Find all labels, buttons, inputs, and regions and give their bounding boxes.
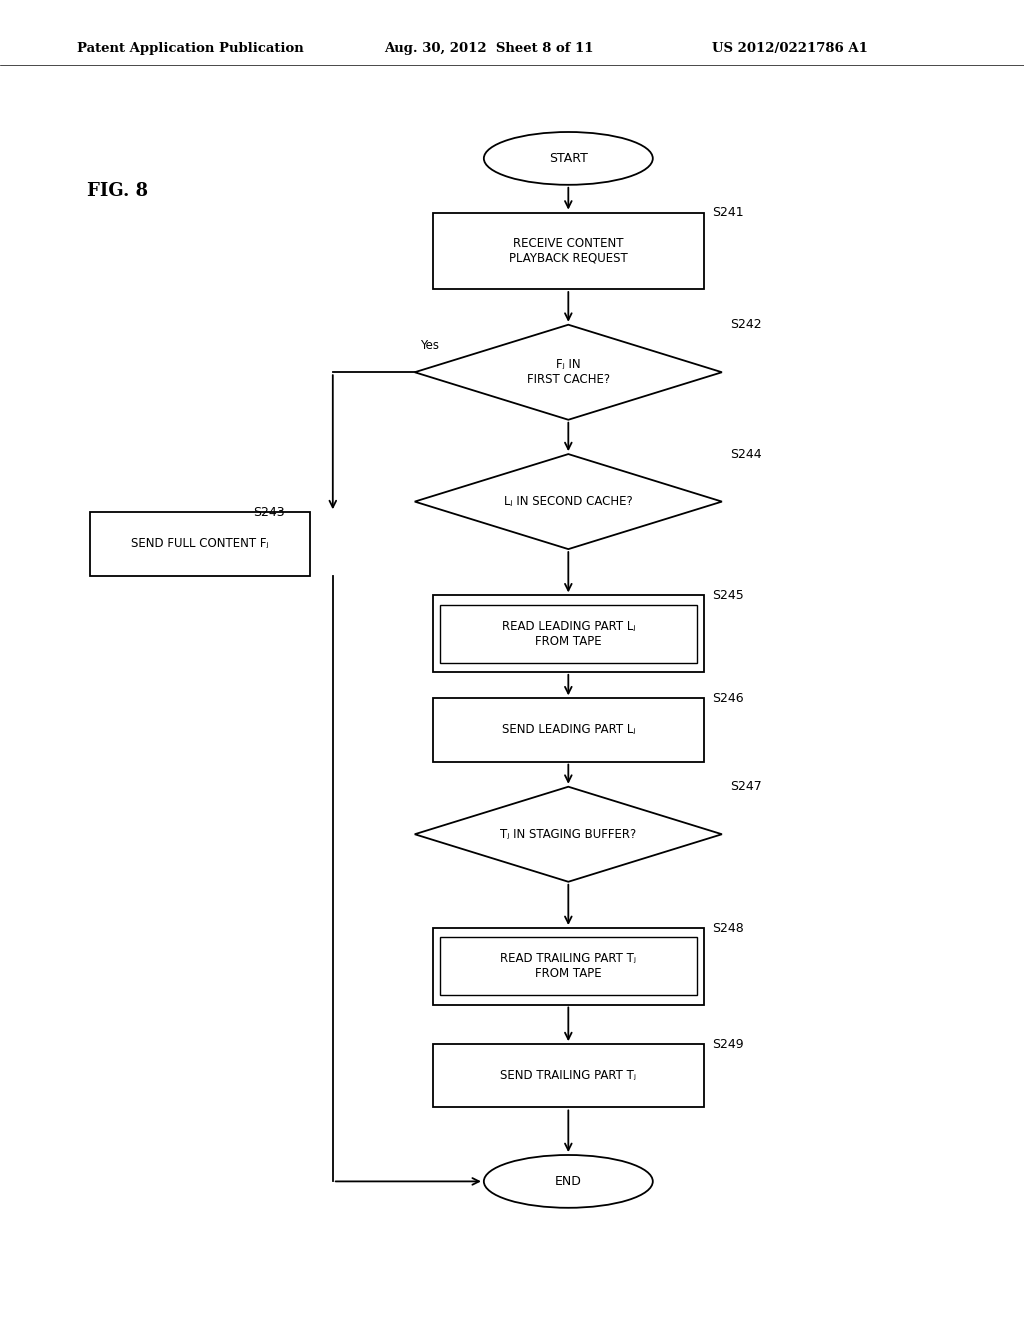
Text: S248: S248 xyxy=(713,921,744,935)
Text: Lⱼ IN SECOND CACHE?: Lⱼ IN SECOND CACHE? xyxy=(504,495,633,508)
Text: S241: S241 xyxy=(713,206,743,219)
FancyBboxPatch shape xyxy=(440,605,697,663)
Text: SEND TRAILING PART Tⱼ: SEND TRAILING PART Tⱼ xyxy=(501,1069,636,1082)
Text: READ TRAILING PART Tⱼ
FROM TAPE: READ TRAILING PART Tⱼ FROM TAPE xyxy=(501,952,636,981)
Text: Aug. 30, 2012  Sheet 8 of 11: Aug. 30, 2012 Sheet 8 of 11 xyxy=(384,42,594,55)
FancyBboxPatch shape xyxy=(433,213,705,289)
Text: RECEIVE CONTENT
PLAYBACK REQUEST: RECEIVE CONTENT PLAYBACK REQUEST xyxy=(509,236,628,265)
Text: US 2012/0221786 A1: US 2012/0221786 A1 xyxy=(712,42,867,55)
FancyBboxPatch shape xyxy=(433,1044,705,1107)
Ellipse shape xyxy=(484,1155,653,1208)
FancyBboxPatch shape xyxy=(433,928,705,1005)
Text: Tⱼ IN STAGING BUFFER?: Tⱼ IN STAGING BUFFER? xyxy=(500,828,637,841)
Text: S245: S245 xyxy=(713,589,744,602)
Text: S243: S243 xyxy=(254,506,285,519)
Text: READ LEADING PART Lⱼ
FROM TAPE: READ LEADING PART Lⱼ FROM TAPE xyxy=(502,619,635,648)
Polygon shape xyxy=(415,787,722,882)
Text: SEND FULL CONTENT Fⱼ: SEND FULL CONTENT Fⱼ xyxy=(131,537,268,550)
FancyBboxPatch shape xyxy=(433,595,705,672)
Text: S249: S249 xyxy=(713,1038,743,1051)
Text: Yes: Yes xyxy=(420,339,439,352)
Text: S244: S244 xyxy=(730,447,762,461)
Polygon shape xyxy=(415,454,722,549)
Ellipse shape xyxy=(484,132,653,185)
Text: S242: S242 xyxy=(730,318,762,331)
Text: S247: S247 xyxy=(730,780,762,793)
Text: SEND LEADING PART Lⱼ: SEND LEADING PART Lⱼ xyxy=(502,723,635,737)
FancyBboxPatch shape xyxy=(433,698,705,762)
Polygon shape xyxy=(415,325,722,420)
Text: END: END xyxy=(555,1175,582,1188)
FancyBboxPatch shape xyxy=(440,937,697,995)
Text: FIG. 8: FIG. 8 xyxy=(87,182,148,201)
Text: Patent Application Publication: Patent Application Publication xyxy=(77,42,303,55)
Text: START: START xyxy=(549,152,588,165)
FancyBboxPatch shape xyxy=(90,512,309,576)
Text: Fⱼ IN
FIRST CACHE?: Fⱼ IN FIRST CACHE? xyxy=(526,358,610,387)
Text: S246: S246 xyxy=(713,692,743,705)
